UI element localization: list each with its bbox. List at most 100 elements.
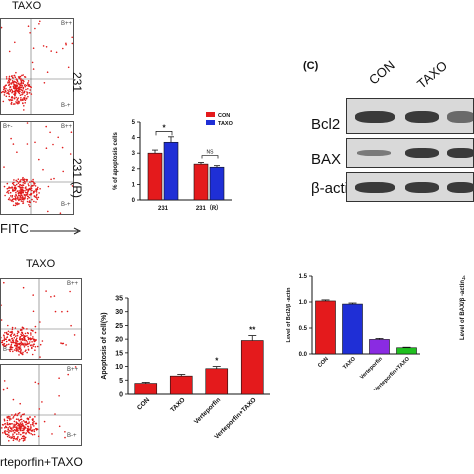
- flow-event-dot: [69, 290, 71, 293]
- flow-event-dot: [19, 75, 22, 78]
- flow-event-dot: [7, 324, 9, 327]
- flow-event-dot: [13, 426, 16, 428]
- flow-event-dot: [1, 343, 4, 346]
- flow-event-dot: [20, 341, 23, 343]
- flow-event-dot: [33, 184, 35, 186]
- flow-event-dot: [21, 189, 23, 192]
- bar-2: [205, 368, 229, 395]
- flow-event-dot: [31, 198, 33, 201]
- flow-event-dot: [11, 196, 13, 198]
- flow-event-dot: [1, 319, 3, 321]
- bar-3: [396, 347, 417, 355]
- flow-event-dot: [33, 343, 35, 346]
- flow-event-dot: [20, 415, 23, 417]
- flow-event-dot: [17, 89, 20, 91]
- flow-event-dot: [20, 423, 22, 425]
- flow-event-dot: [18, 431, 20, 434]
- flow-event-dot: [34, 196, 37, 198]
- flow-event-dot: [54, 413, 56, 415]
- flow-event-dot: [1, 304, 2, 306]
- flow-event-dot: [3, 344, 5, 347]
- flow-event-dot: [31, 185, 33, 187]
- flow-event-dot: [7, 84, 10, 86]
- flow-event-dot: [23, 198, 25, 201]
- flow-event-dot: [12, 426, 14, 429]
- flow-event-dot: [5, 84, 7, 87]
- significance-label: NS: [207, 150, 215, 156]
- flow-scatter: [1, 122, 73, 214]
- flow-event-dot: [17, 185, 20, 188]
- flow-event-dot: [6, 191, 8, 194]
- flow-event-dot: [6, 187, 9, 190]
- flow-event-dot: [6, 433, 9, 436]
- flow-event-dot: [26, 122, 29, 124]
- flow-event-dot: [20, 334, 23, 337]
- flow-event-dot: [17, 182, 20, 184]
- quadrant-label: B++: [67, 367, 79, 373]
- flow-event-dot: [26, 180, 28, 182]
- flow-event-dot: [14, 184, 16, 187]
- y-tick-label: 15: [115, 350, 123, 357]
- flow-event-dot: [3, 86, 6, 88]
- flow-event-dot: [22, 184, 25, 186]
- flow-event-dot: [23, 80, 25, 83]
- flow-event-dot: [16, 79, 19, 81]
- flow-event-dot: [17, 331, 20, 333]
- flow-event-dot: [22, 427, 24, 430]
- flow-event-dot: [8, 50, 11, 53]
- flow-event-dot: [27, 338, 30, 340]
- flow-event-dot: [12, 425, 15, 427]
- flow-event-dot: [6, 387, 9, 389]
- flow-event-dot: [6, 416, 8, 418]
- flow-event-dot: [12, 87, 15, 89]
- flow-event-dot: [14, 189, 16, 192]
- flow-event-dot: [9, 82, 11, 84]
- flow-event-dot: [25, 343, 28, 345]
- flow-event-dot: [24, 350, 27, 353]
- quadrant-label: B+-: [3, 124, 13, 130]
- flow-event-dot: [18, 190, 20, 192]
- y-tick-label: 1.5: [299, 274, 308, 280]
- flow-event-dot: [28, 188, 31, 191]
- flow-event-dot: [4, 194, 6, 197]
- flow-event-dot: [7, 417, 10, 419]
- flow-event-dot: [18, 424, 21, 427]
- band: [355, 111, 395, 123]
- flow-event-dot: [23, 105, 25, 107]
- flow-event-dot: [23, 413, 26, 415]
- flow-event-dot: [17, 422, 19, 425]
- flow-event-dot: [7, 190, 9, 193]
- flow-event-dot: [32, 192, 35, 194]
- significance-bracket: [201, 155, 219, 159]
- flow-event-dot: [13, 103, 15, 105]
- flow-event-dot: [24, 437, 26, 440]
- bax-level-axis-tick: 4: [462, 276, 466, 282]
- flow-event-dot: [36, 188, 38, 191]
- flow-event-dot: [17, 178, 20, 180]
- flow-event-dot: [25, 433, 27, 435]
- flow-plot-taxo: B++ B--: [0, 278, 82, 360]
- flow-event-dot: [18, 433, 20, 435]
- flow-event-dot: [13, 337, 16, 339]
- flow-event-dot: [24, 85, 27, 88]
- flow-event-dot: [27, 336, 29, 339]
- flow-event-dot: [26, 417, 29, 420]
- flow-event-dot: [18, 92, 21, 95]
- flow-event-dot: [21, 91, 23, 94]
- flow-event-dot: [25, 194, 28, 196]
- flow-event-dot: [5, 331, 8, 334]
- flow-event-dot: [24, 421, 27, 424]
- flow-event-dot: [27, 82, 29, 84]
- quadrant-label: B++: [61, 124, 73, 130]
- flow-event-dot: [3, 87, 6, 90]
- flow-event-dot: [15, 193, 17, 196]
- flow-event-dot: [26, 429, 29, 432]
- flow-event-dot: [23, 197, 25, 199]
- flow-event-dot: [11, 186, 13, 188]
- flow-event-dot: [36, 345, 39, 348]
- quadrant-label: B++: [61, 21, 73, 27]
- flow-event-dot: [8, 186, 10, 188]
- flow-event-dot: [6, 336, 8, 339]
- legend-swatch: [206, 120, 215, 125]
- flow-event-dot: [17, 197, 19, 199]
